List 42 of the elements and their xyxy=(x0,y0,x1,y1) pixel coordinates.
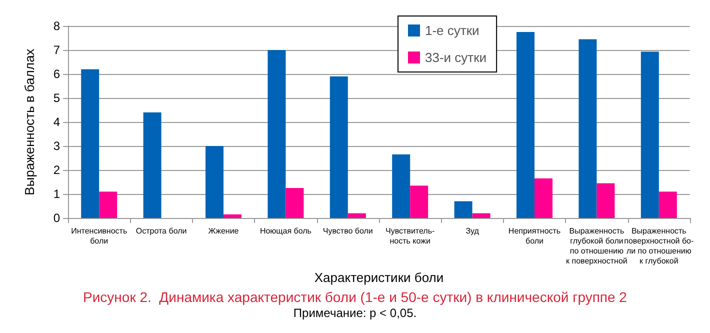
bar xyxy=(640,52,659,218)
x-tick-label: Чувство боли xyxy=(322,226,373,236)
y-tick-label: 2 xyxy=(53,163,60,177)
bar xyxy=(578,39,597,218)
x-tick-label: Чувствитель- ность кожи xyxy=(386,226,435,246)
x-axis-title: Характеристики боли xyxy=(314,270,444,285)
bar xyxy=(410,186,428,218)
y-tick-label: 4 xyxy=(53,115,60,129)
x-tick-label: Зуд xyxy=(466,226,480,236)
x-tick-label: Интенсивность боли xyxy=(71,226,128,246)
bar xyxy=(348,213,366,218)
bar xyxy=(330,76,348,218)
y-tick-label: 5 xyxy=(53,91,60,105)
text: Рисунок 2. Динамика характеристик боли (1-е и 50-е сутки) в клинической группе 2 xyxy=(83,289,628,305)
y-axis-title: Выраженность в баллах xyxy=(22,48,37,196)
bar xyxy=(392,154,410,218)
y-tick-label: 3 xyxy=(53,139,60,153)
bar xyxy=(454,201,472,218)
bar xyxy=(472,213,490,218)
bar xyxy=(534,178,552,218)
legend-label: 1-е сутки xyxy=(425,23,480,38)
bar xyxy=(268,50,286,218)
bar xyxy=(286,188,304,218)
y-tick-label: 1 xyxy=(53,187,60,201)
bar xyxy=(81,69,100,218)
x-tick-label: Острота боли xyxy=(136,226,187,236)
bar xyxy=(596,183,615,218)
y-tick-label: 8 xyxy=(53,19,60,33)
bar xyxy=(224,214,242,218)
x-tick-label: Ноющая боль xyxy=(260,226,312,236)
text: Примечание: p < 0,05. xyxy=(293,306,417,320)
bar xyxy=(516,32,534,218)
bar xyxy=(143,112,162,218)
bar xyxy=(658,192,677,218)
bar xyxy=(206,146,224,218)
x-tick-label: Неприятность боли xyxy=(508,226,561,246)
y-tick-label: 0 xyxy=(53,211,60,225)
bar xyxy=(99,192,118,218)
x-tick-label: Жжение xyxy=(208,226,240,236)
y-tick-label: 6 xyxy=(53,67,60,81)
legend-label: 33-и сутки xyxy=(425,50,487,65)
y-tick-label: 7 xyxy=(53,43,60,57)
